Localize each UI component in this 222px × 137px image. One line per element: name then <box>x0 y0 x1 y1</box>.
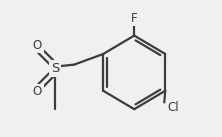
Text: S: S <box>51 62 59 75</box>
Text: O: O <box>33 85 42 98</box>
Text: Cl: Cl <box>167 101 179 114</box>
Text: O: O <box>33 39 42 52</box>
Text: F: F <box>131 12 138 25</box>
